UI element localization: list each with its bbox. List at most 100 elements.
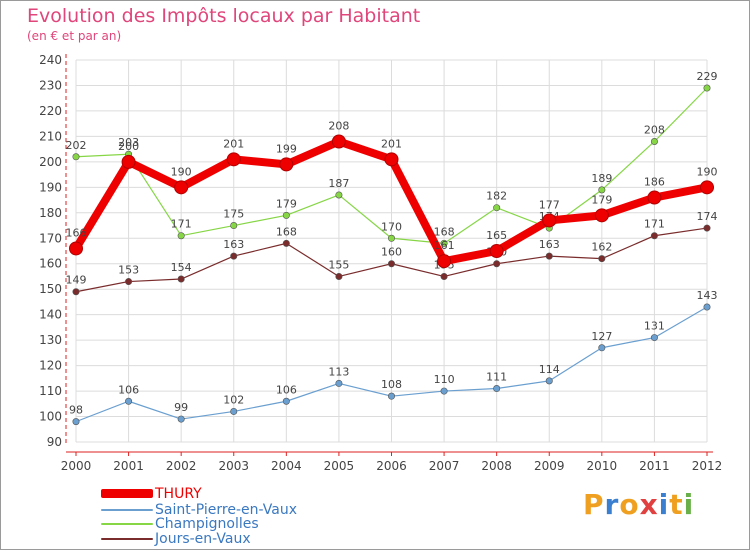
logo-letter: i [658, 488, 670, 521]
y-tick-label: 180 [39, 206, 62, 220]
data-point-thury [542, 213, 557, 228]
data-point-jours-en-vaux [125, 278, 133, 286]
data-label-champignolles: 208 [644, 123, 665, 136]
y-tick-label: 220 [39, 104, 62, 118]
data-point-jours-en-vaux [335, 272, 343, 280]
data-label-champignolles: 182 [486, 190, 507, 203]
data-label-jours-en-vaux: 153 [118, 264, 139, 277]
data-label-thury: 190 [171, 165, 192, 178]
logo-letter: P [583, 488, 605, 521]
data-point-champignolles [650, 137, 658, 145]
data-point-jours-en-vaux [703, 224, 711, 232]
data-point-saint-pierre-en-vaux [177, 415, 185, 423]
data-point-thury [69, 241, 83, 256]
data-label-thury: 201 [381, 137, 402, 150]
data-label-saint-pierre-en-vaux: 143 [697, 289, 718, 302]
legend-item-saint-pierre-en-vaux: Saint-Pierre-en-Vaux [101, 502, 297, 518]
legend-label-champignolles: Champignolles [155, 515, 259, 532]
legend-item-thury: THURY [101, 485, 202, 502]
data-point-champignolles [282, 211, 290, 219]
legend-swatch-champignolles [101, 522, 153, 525]
x-tick-label: 2005 [324, 459, 355, 473]
data-point-saint-pierre-en-vaux [335, 379, 343, 387]
x-tick-label: 2002 [166, 459, 197, 473]
y-tick-label: 230 [39, 78, 62, 92]
data-label-champignolles: 189 [591, 172, 612, 185]
data-point-thury [226, 152, 241, 167]
logo-letter: t [669, 488, 684, 521]
legend-label-jours-en-vaux: Jours-en-Vaux [155, 530, 251, 547]
x-tick-label: 2004 [271, 459, 302, 473]
data-point-thury [647, 190, 662, 205]
logo-letter: x [639, 488, 659, 521]
y-tick-label: 170 [39, 231, 62, 245]
data-label-champignolles: 168 [434, 225, 455, 238]
logo-letter: i [683, 488, 695, 521]
data-label-champignolles: 170 [381, 220, 402, 233]
x-tick-label: 2012 [692, 459, 723, 473]
legend-item-champignolles: Champignolles [101, 515, 259, 532]
y-tick-label: 190 [39, 180, 62, 194]
x-tick-label: 2008 [481, 459, 512, 473]
data-point-thury [121, 154, 136, 169]
data-point-thury [594, 208, 609, 223]
y-tick-label: 100 [39, 410, 62, 424]
data-label-saint-pierre-en-vaux: 113 [328, 365, 349, 378]
x-tick-label: 2010 [587, 459, 618, 473]
data-point-champignolles [230, 222, 238, 230]
data-label-jours-en-vaux: 163 [539, 238, 560, 251]
data-label-champignolles: 179 [276, 197, 297, 210]
data-label-thury: 179 [591, 193, 612, 206]
data-point-champignolles [598, 186, 606, 194]
data-point-saint-pierre-en-vaux [72, 418, 80, 426]
data-label-champignolles: 171 [171, 218, 192, 231]
data-label-jours-en-vaux: 162 [591, 241, 612, 254]
y-tick-label: 90 [47, 435, 62, 449]
data-point-jours-en-vaux [177, 275, 185, 283]
data-point-jours-en-vaux [493, 260, 501, 268]
data-label-thury: 200 [118, 140, 139, 153]
data-label-thury: 161 [434, 239, 455, 252]
data-point-thury [174, 180, 189, 195]
logo-letter: r [604, 488, 620, 521]
logo-letter: o [619, 488, 640, 521]
x-tick-label: 2007 [429, 459, 460, 473]
x-tick-label: 2006 [376, 459, 407, 473]
legend-swatch-saint-pierre-en-vaux [101, 508, 153, 511]
data-label-saint-pierre-en-vaux: 98 [69, 404, 83, 417]
y-tick-label: 160 [39, 257, 62, 271]
chart-title: Evolution des Impôts locaux par Habitant [27, 5, 421, 27]
x-tick-label: 2001 [113, 459, 144, 473]
data-point-jours-en-vaux [72, 288, 80, 296]
x-tick-label: 2009 [534, 459, 565, 473]
y-tick-label: 200 [39, 155, 62, 169]
data-label-saint-pierre-en-vaux: 114 [539, 363, 560, 376]
data-label-champignolles: 203 [118, 136, 139, 149]
data-label-thury: 166 [66, 226, 87, 239]
data-label-thury: 199 [276, 142, 297, 155]
data-point-champignolles [177, 232, 185, 240]
data-label-jours-en-vaux: 168 [276, 225, 297, 238]
data-point-jours-en-vaux [650, 232, 658, 240]
data-point-champignolles [72, 153, 80, 161]
data-point-champignolles [440, 239, 448, 247]
data-point-thury [437, 254, 452, 269]
y-tick-label: 120 [39, 359, 62, 373]
data-point-thury [279, 157, 294, 172]
legend-label-thury: THURY [155, 485, 202, 502]
data-label-jours-en-vaux: 160 [381, 246, 402, 259]
data-point-thury [700, 180, 714, 195]
data-point-jours-en-vaux [387, 260, 395, 268]
data-label-jours-en-vaux: 154 [171, 261, 192, 274]
data-point-champignolles [493, 204, 501, 212]
data-label-jours-en-vaux: 174 [697, 210, 718, 223]
data-point-champignolles [335, 191, 343, 199]
y-tick-label: 130 [39, 333, 62, 347]
chart-subtitle: (en € et par an) [27, 29, 122, 43]
data-label-saint-pierre-en-vaux: 108 [381, 378, 402, 391]
x-tick-label: 2011 [639, 459, 670, 473]
data-label-saint-pierre-en-vaux: 106 [276, 383, 297, 396]
data-label-jours-en-vaux: 149 [66, 274, 87, 287]
x-tick-label: 2000 [61, 459, 92, 473]
